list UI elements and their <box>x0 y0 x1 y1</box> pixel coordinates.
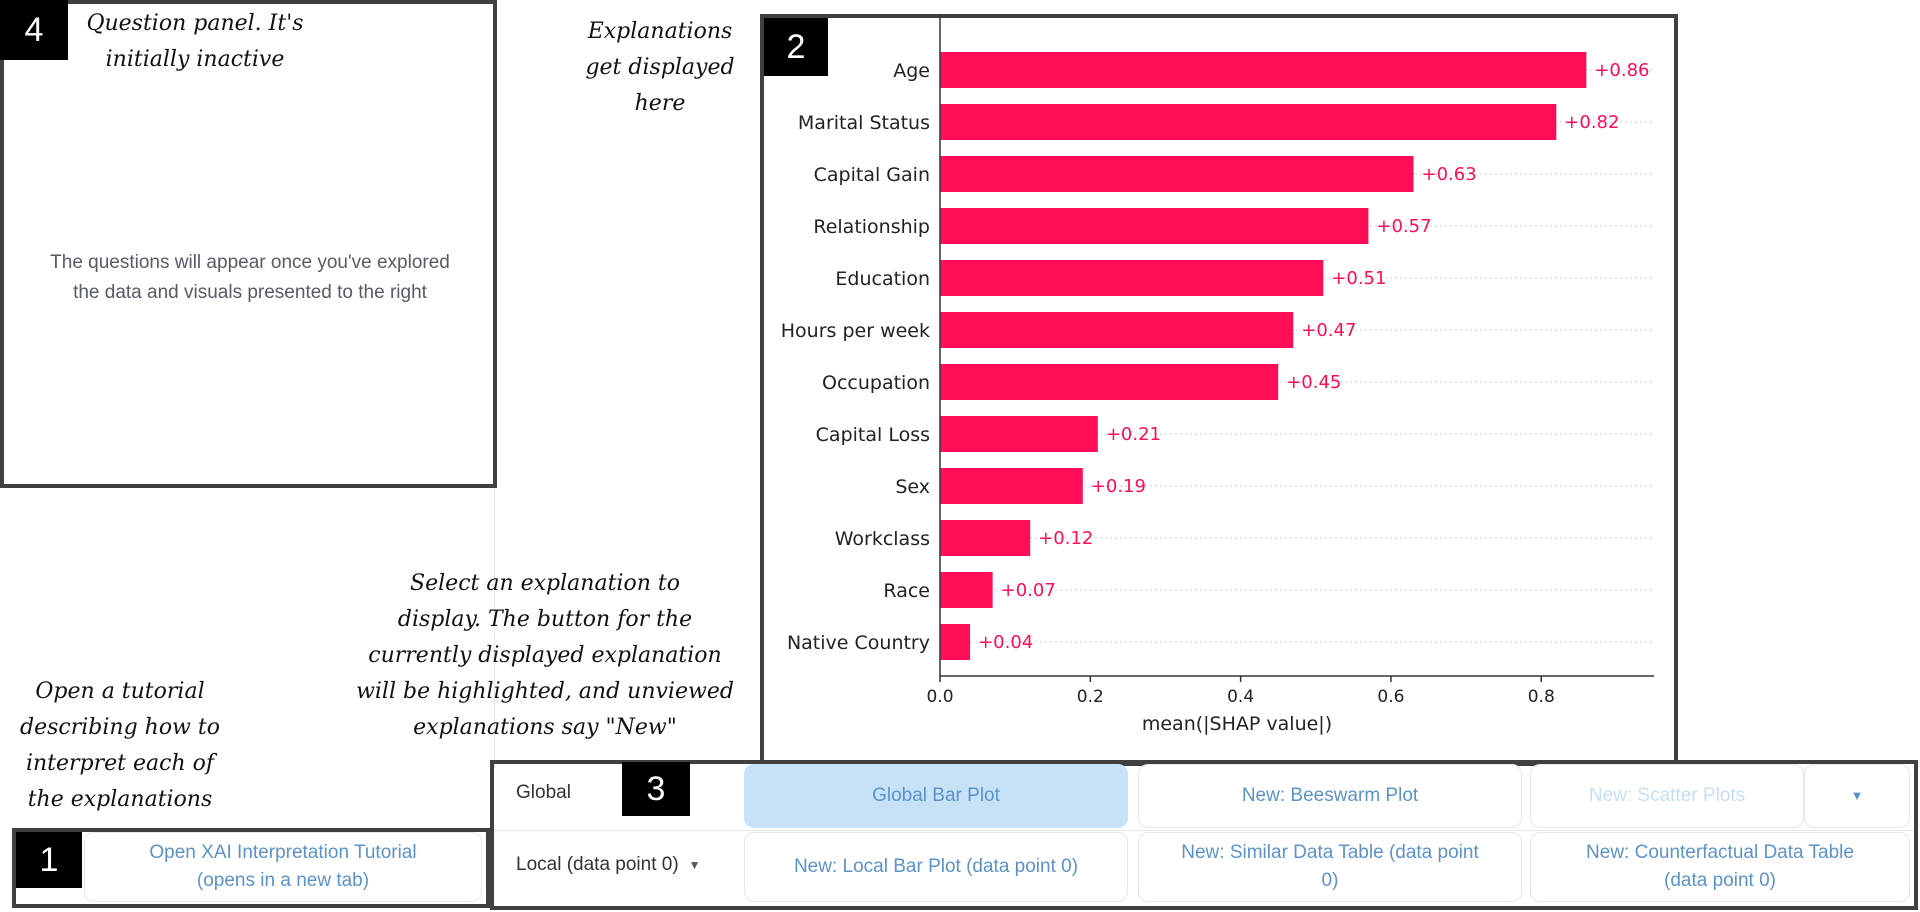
category-tick-label: Hours per week <box>781 320 930 342</box>
panel-number-badge: 2 <box>764 18 828 76</box>
panel-number-badge: 3 <box>622 762 690 816</box>
explanations-note: Explanations get displayed here <box>585 19 735 116</box>
chart-axes: 0.0 0.2 0.4 0.6 0.8 mean(|SHAP value|) <box>926 14 1654 735</box>
global-bar-chart: Age +0.86 Marital Status +0.82 Capital Gain +… <box>781 14 1654 735</box>
row-divider <box>494 830 1914 831</box>
question-panel-message: The questions will appear once you've ex… <box>50 252 450 303</box>
layout-divider <box>494 488 495 768</box>
counterfactual-data-table-button[interactable]: New: Counterfactual Data Table (data poi… <box>1530 832 1910 902</box>
local-bar-plot-button[interactable]: New: Local Bar Plot (data point 0) <box>744 832 1128 902</box>
bar-occupation <box>940 364 1279 400</box>
x-tick-label: 0.6 <box>1377 687 1404 707</box>
open-tutorial-button[interactable]: Open XAI Interpretation Tutorial (opens … <box>84 832 482 902</box>
beeswarm-plot-button[interactable]: New: Beeswarm Plot <box>1138 764 1522 828</box>
scatter-plots-button[interactable]: New: Scatter Plots <box>1530 764 1804 828</box>
x-tick-label: 0.2 <box>1077 687 1104 707</box>
bar-race <box>940 572 993 608</box>
value-data-label: +0.47 <box>1301 320 1356 341</box>
value-data-label: +0.04 <box>978 632 1033 653</box>
bar-workclass <box>940 520 1031 556</box>
panel-number-badge: 4 <box>0 0 68 60</box>
local-data-point-select[interactable]: Local (data point 0) ▼ <box>516 854 701 875</box>
question-panel-note: Question panel. It's initially inactive <box>86 11 304 72</box>
category-tick-label: Capital Loss <box>816 424 930 446</box>
category-tick-label: Native Country <box>787 632 930 654</box>
caret-down-icon: ▼ <box>1850 788 1864 803</box>
chart-bars <box>940 52 1587 660</box>
value-data-label: +0.19 <box>1091 476 1146 497</box>
global-bar-plot-button[interactable]: Global Bar Plot <box>744 764 1128 828</box>
value-data-label: +0.21 <box>1106 424 1161 445</box>
bar-capital-gain <box>940 156 1414 192</box>
x-tick-label: 0.0 <box>926 687 953 707</box>
chart-gridlines <box>940 69 1654 643</box>
category-tick-label: Relationship <box>813 216 930 238</box>
value-data-label: +0.57 <box>1376 216 1431 237</box>
tutorial-note: Open a tutorial describing how to interp… <box>20 679 220 812</box>
tutorial-panel <box>12 828 490 908</box>
scatter-plots-dropdown-toggle[interactable]: ▼ <box>1804 764 1910 828</box>
global-row-label: Global <box>516 782 571 803</box>
value-data-label: +0.51 <box>1331 268 1386 289</box>
similar-data-table-button[interactable]: New: Similar Data Table (data point 0) <box>1138 832 1522 902</box>
chart-labels: Age +0.86 Marital Status +0.82 Capital Gain +… <box>781 60 1650 654</box>
category-tick-label: Occupation <box>822 372 930 394</box>
bar-age <box>940 52 1587 88</box>
category-tick-label: Sex <box>895 476 930 498</box>
panel-number-badge: 1 <box>16 832 82 888</box>
value-data-label: +0.12 <box>1038 528 1093 549</box>
category-tick-label: Age <box>893 60 930 82</box>
category-tick-label: Race <box>883 580 930 602</box>
x-tick-label: 0.4 <box>1227 687 1254 707</box>
bar-capital-loss <box>940 416 1098 452</box>
x-axis-title: mean(|SHAP value|) <box>1142 713 1332 735</box>
bar-relationship <box>940 208 1369 244</box>
bar-sex <box>940 468 1083 504</box>
value-data-label: +0.63 <box>1421 164 1476 185</box>
value-data-label: +0.86 <box>1594 60 1649 81</box>
value-data-label: +0.82 <box>1564 112 1619 133</box>
category-tick-label: Capital Gain <box>814 164 930 186</box>
bar-hours-per-week <box>940 312 1294 348</box>
explanation-selector-panel <box>490 760 1918 910</box>
bar-education <box>940 260 1324 296</box>
value-data-label: +0.07 <box>1001 580 1056 601</box>
chevron-down-icon: ▼ <box>688 858 701 872</box>
bar-marital-status <box>940 104 1557 140</box>
select-explanation-note: Select an explanation to display. The bu… <box>356 571 734 740</box>
x-tick-label: 0.8 <box>1528 687 1555 707</box>
category-tick-label: Education <box>835 268 930 290</box>
category-tick-label: Workclass <box>835 528 930 550</box>
value-data-label: +0.45 <box>1286 372 1341 393</box>
bar-native-country <box>940 624 971 660</box>
category-tick-label: Marital Status <box>798 112 930 134</box>
question-panel <box>0 0 497 488</box>
